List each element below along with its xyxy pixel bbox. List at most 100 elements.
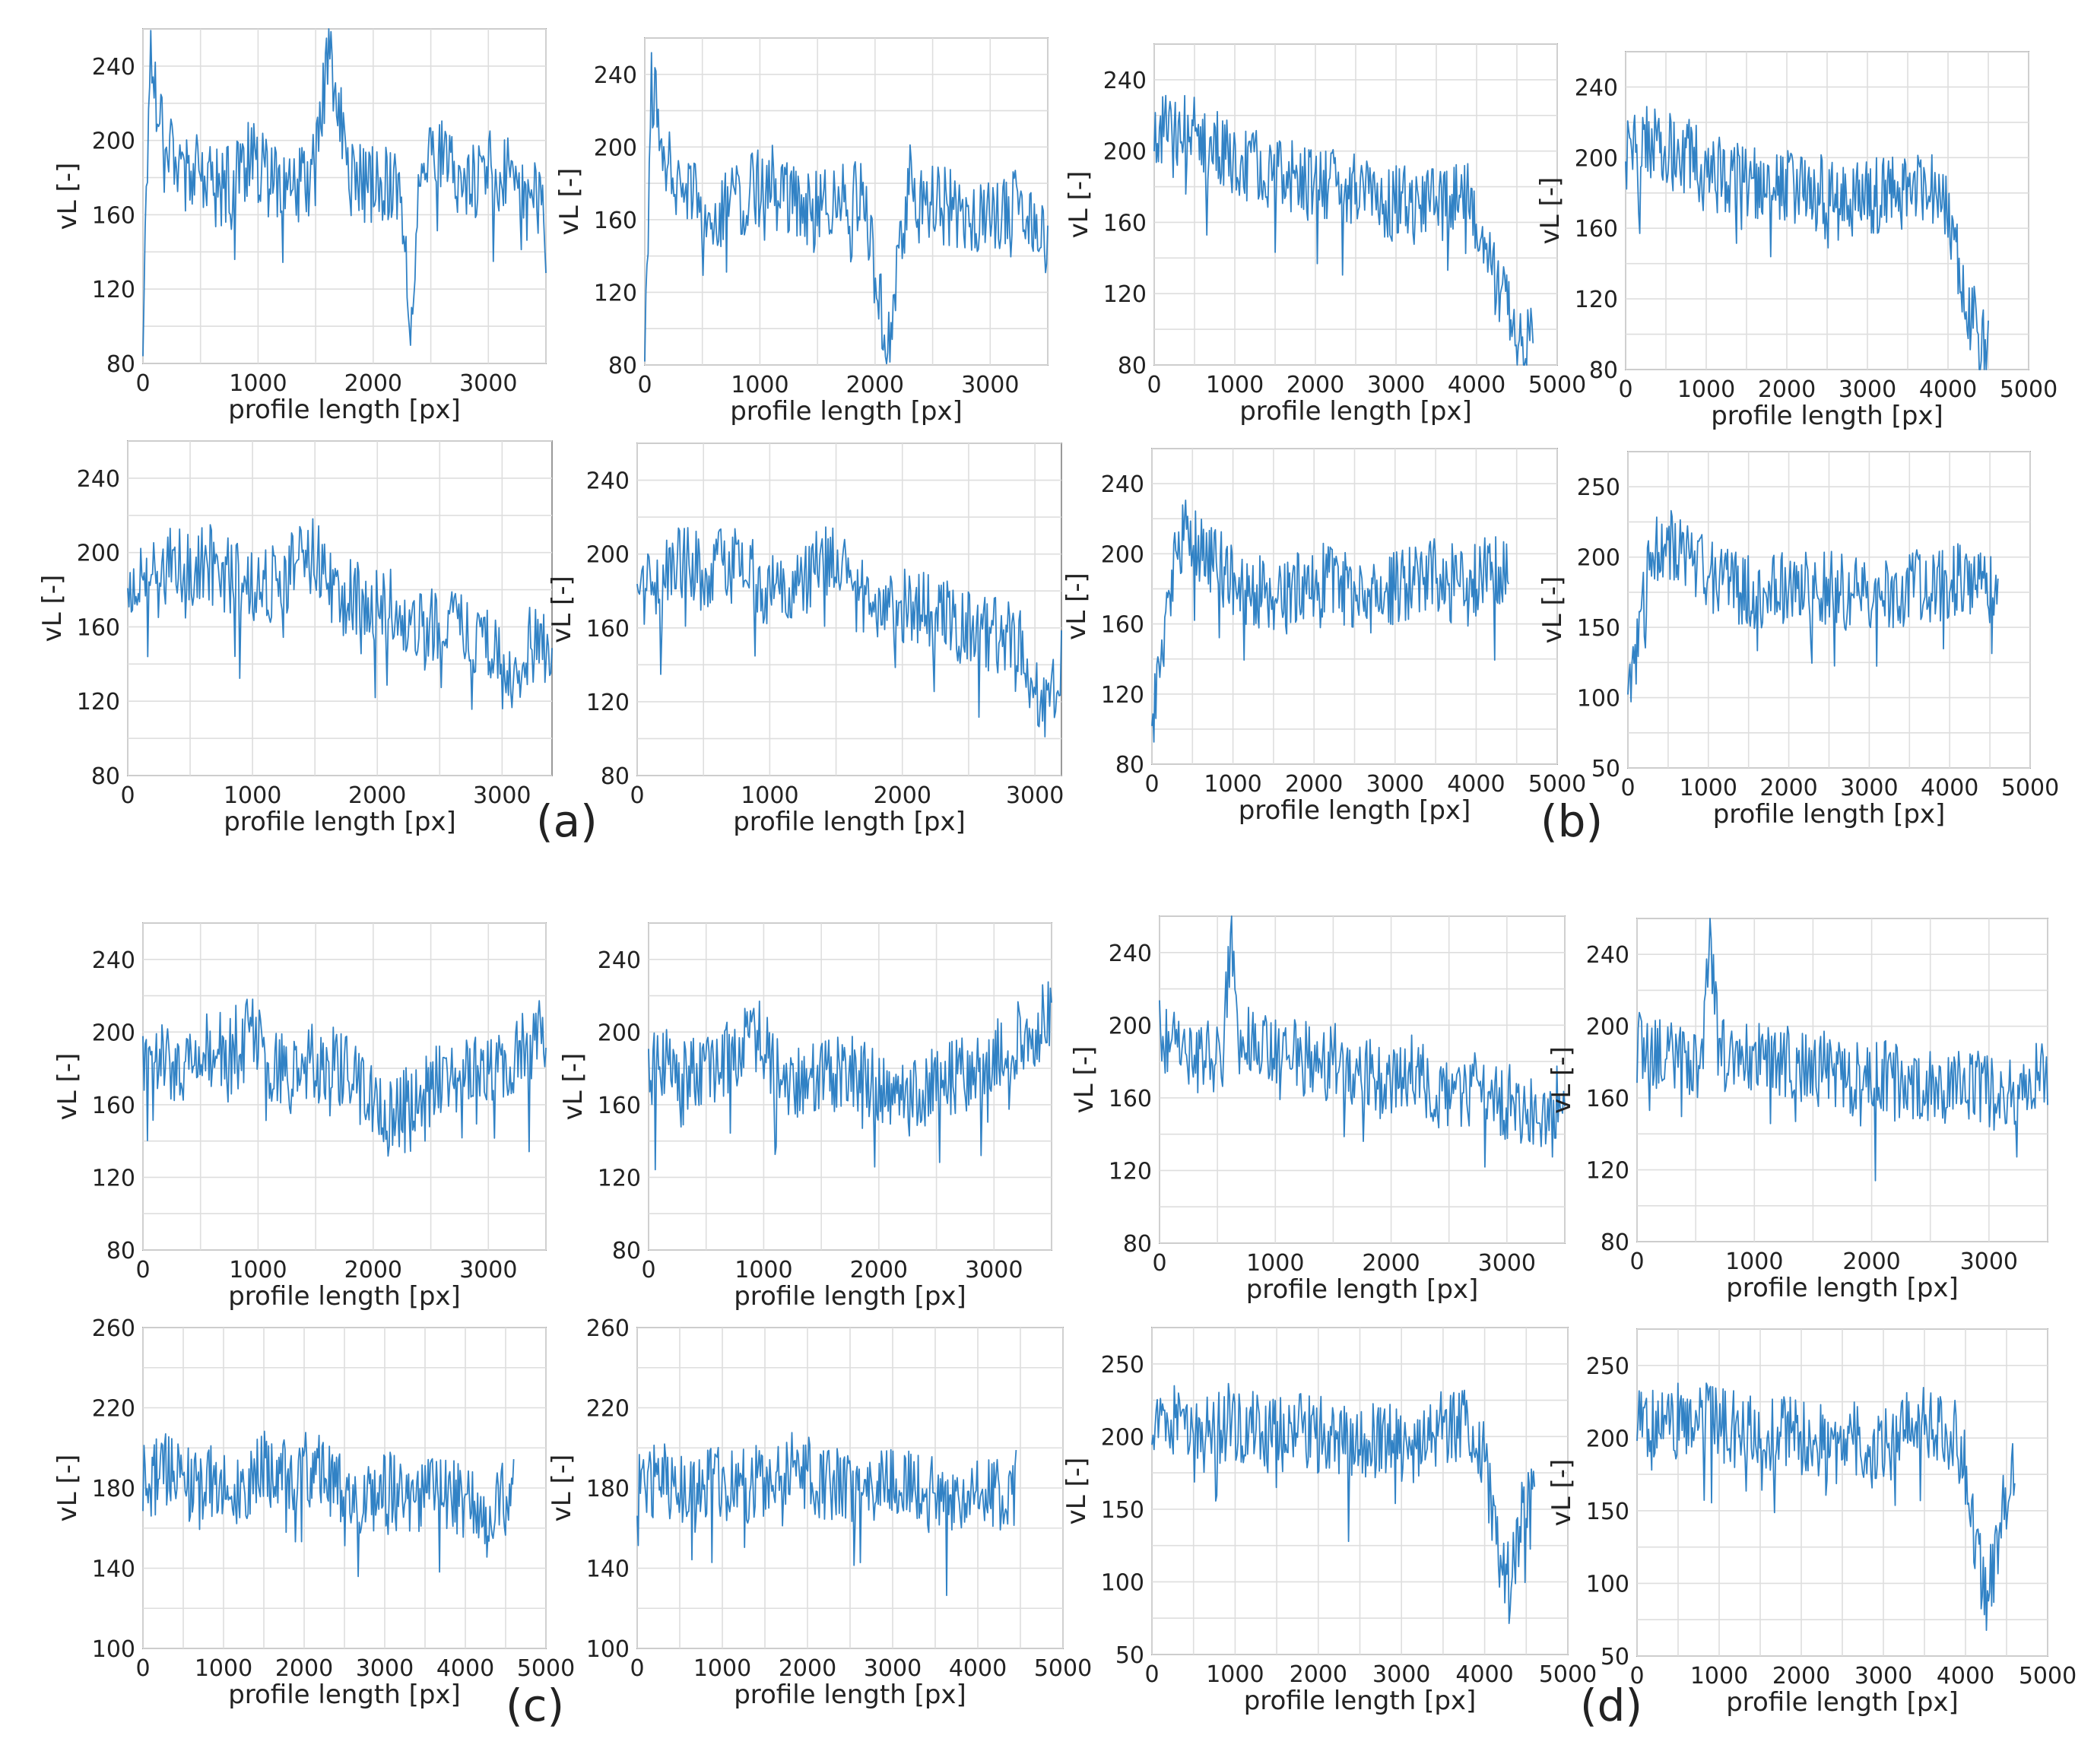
x-tick-label: 2000 — [850, 1257, 908, 1283]
y-axis-label: vL [-] — [52, 163, 83, 230]
x-tick-label: 4000 — [1921, 775, 1978, 801]
y-tick-label: 180 — [92, 1476, 135, 1502]
y-tick-label: 100 — [1101, 1569, 1144, 1596]
series-line — [648, 981, 1052, 1171]
chart-c6: 100 140 180 220 260 0 1000 2000 3000 4000 5000 prof… — [547, 1315, 1092, 1710]
y-tick-label: 150 — [1101, 1497, 1144, 1524]
y-tick-label: 240 — [1109, 941, 1152, 967]
y-tick-label: 80 — [1123, 1231, 1152, 1258]
x-tick-label: 0 — [1152, 1250, 1166, 1277]
y-tick-label: 160 — [1103, 210, 1147, 236]
series-line — [1151, 1382, 1536, 1624]
y-tick-label: 180 — [586, 1476, 630, 1502]
x-tick-label: 3000 — [356, 1655, 414, 1682]
x-tick-label: 1000 — [1206, 1661, 1264, 1688]
x-axis-label: profile length [px] — [730, 396, 963, 427]
y-tick-label: 240 — [77, 466, 120, 493]
x-tick-label: 1000 — [229, 370, 287, 397]
panel-label-d: (d) — [1580, 1680, 1642, 1731]
y-axis-label: vL [-] — [1547, 1046, 1577, 1114]
y-tick-label: 80 — [1589, 357, 1618, 384]
y-tick-label: 200 — [77, 541, 120, 567]
y-tick-label: 50 — [1601, 1644, 1629, 1670]
x-tick-label: 1000 — [195, 1655, 252, 1682]
y-axis-label: vL [-] — [1069, 1046, 1099, 1114]
x-tick-label: 1000 — [731, 372, 788, 398]
y-tick-label: 80 — [601, 763, 630, 790]
y-tick-label: 100 — [1577, 686, 1620, 712]
y-tick-label: 120 — [598, 1165, 641, 1191]
y-axis-label: vL [-] — [1547, 1459, 1577, 1527]
x-tick-label: 2000 — [1842, 1248, 1900, 1275]
x-tick-label: 2000 — [1758, 376, 1816, 403]
y-tick-label: 80 — [106, 351, 135, 378]
x-tick-label: 3000 — [1960, 1248, 2018, 1275]
x-axis-label: profile length [px] — [228, 395, 461, 425]
y-tick-label: 120 — [77, 689, 120, 715]
x-tick-label: 0 — [637, 372, 652, 398]
x-tick-label: 3000 — [965, 1257, 1023, 1283]
y-axis-label: vL [-] — [52, 1053, 83, 1121]
x-tick-label: 2000 — [846, 372, 904, 398]
y-axis-label: vL [-] — [52, 1455, 83, 1522]
series-line — [142, 1430, 515, 1578]
x-tick-label: 2000 — [874, 782, 931, 809]
y-tick-label: 160 — [1586, 1086, 1629, 1112]
series-line — [1151, 500, 1509, 743]
x-tick-label: 1000 — [734, 1257, 792, 1283]
x-tick-label: 0 — [135, 370, 150, 397]
x-axis-label: profile length [px] — [1726, 1273, 1959, 1303]
y-tick-label: 160 — [1101, 612, 1144, 639]
x-tick-label: 3000 — [1840, 775, 1898, 801]
y-tick-label: 220 — [586, 1396, 630, 1423]
x-tick-label: 0 — [1629, 1248, 1644, 1275]
x-axis-label: profile length [px] — [1239, 795, 1471, 826]
y-tick-label: 160 — [594, 208, 637, 234]
x-tick-label: 1000 — [1677, 376, 1735, 403]
x-tick-label: 3000 — [1854, 1663, 1912, 1689]
y-tick-label: 140 — [586, 1556, 630, 1583]
y-axis-label: vL [-] — [1061, 573, 1092, 640]
y-tick-label: 200 — [1101, 1424, 1144, 1451]
series-line — [636, 1432, 1017, 1597]
y-tick-label: 240 — [1586, 942, 1629, 969]
x-tick-label: 2000 — [1290, 1661, 1347, 1688]
x-tick-label: 0 — [1620, 775, 1635, 801]
x-tick-label: 1000 — [229, 1257, 287, 1283]
x-tick-label: 4000 — [1919, 376, 1977, 403]
y-tick-label: 120 — [586, 690, 630, 716]
series-line — [636, 526, 1062, 738]
x-tick-label: 5000 — [1034, 1655, 1092, 1682]
chart-b2: 80 120 160 200 240 0 1000 2000 3000 profile lengt… — [547, 443, 1064, 837]
y-tick-label: 50 — [1115, 1642, 1144, 1669]
x-axis-label: profile length [px] — [1239, 396, 1472, 427]
x-tick-label: 1000 — [741, 782, 798, 809]
x-tick-label: 3000 — [1367, 372, 1425, 398]
series-line — [127, 518, 553, 710]
x-tick-label: 3000 — [864, 1655, 922, 1682]
series-line — [1627, 509, 1999, 703]
x-axis-label: profile length [px] — [1726, 1687, 1959, 1718]
series-line — [1153, 94, 1534, 366]
y-tick-label: 200 — [1586, 1014, 1629, 1041]
x-tick-label: 1000 — [1690, 1663, 1748, 1689]
y-tick-label: 200 — [92, 1020, 135, 1046]
series-line — [1159, 915, 1566, 1168]
x-tick-label: 2000 — [779, 1655, 836, 1682]
y-tick-label: 200 — [1101, 541, 1144, 568]
x-axis-label: profile length [px] — [733, 807, 966, 837]
x-axis-label: profile length [px] — [1244, 1686, 1477, 1716]
x-tick-label: 1000 — [1725, 1248, 1783, 1275]
y-axis-label: vL [-] — [558, 1053, 589, 1121]
x-tick-label: 3000 — [1006, 782, 1064, 809]
series-line — [142, 998, 547, 1157]
y-tick-label: 150 — [1586, 1499, 1629, 1525]
x-axis-label: profile length [px] — [228, 1281, 461, 1312]
x-tick-label: 3000 — [961, 372, 1019, 398]
y-tick-label: 80 — [608, 353, 637, 379]
